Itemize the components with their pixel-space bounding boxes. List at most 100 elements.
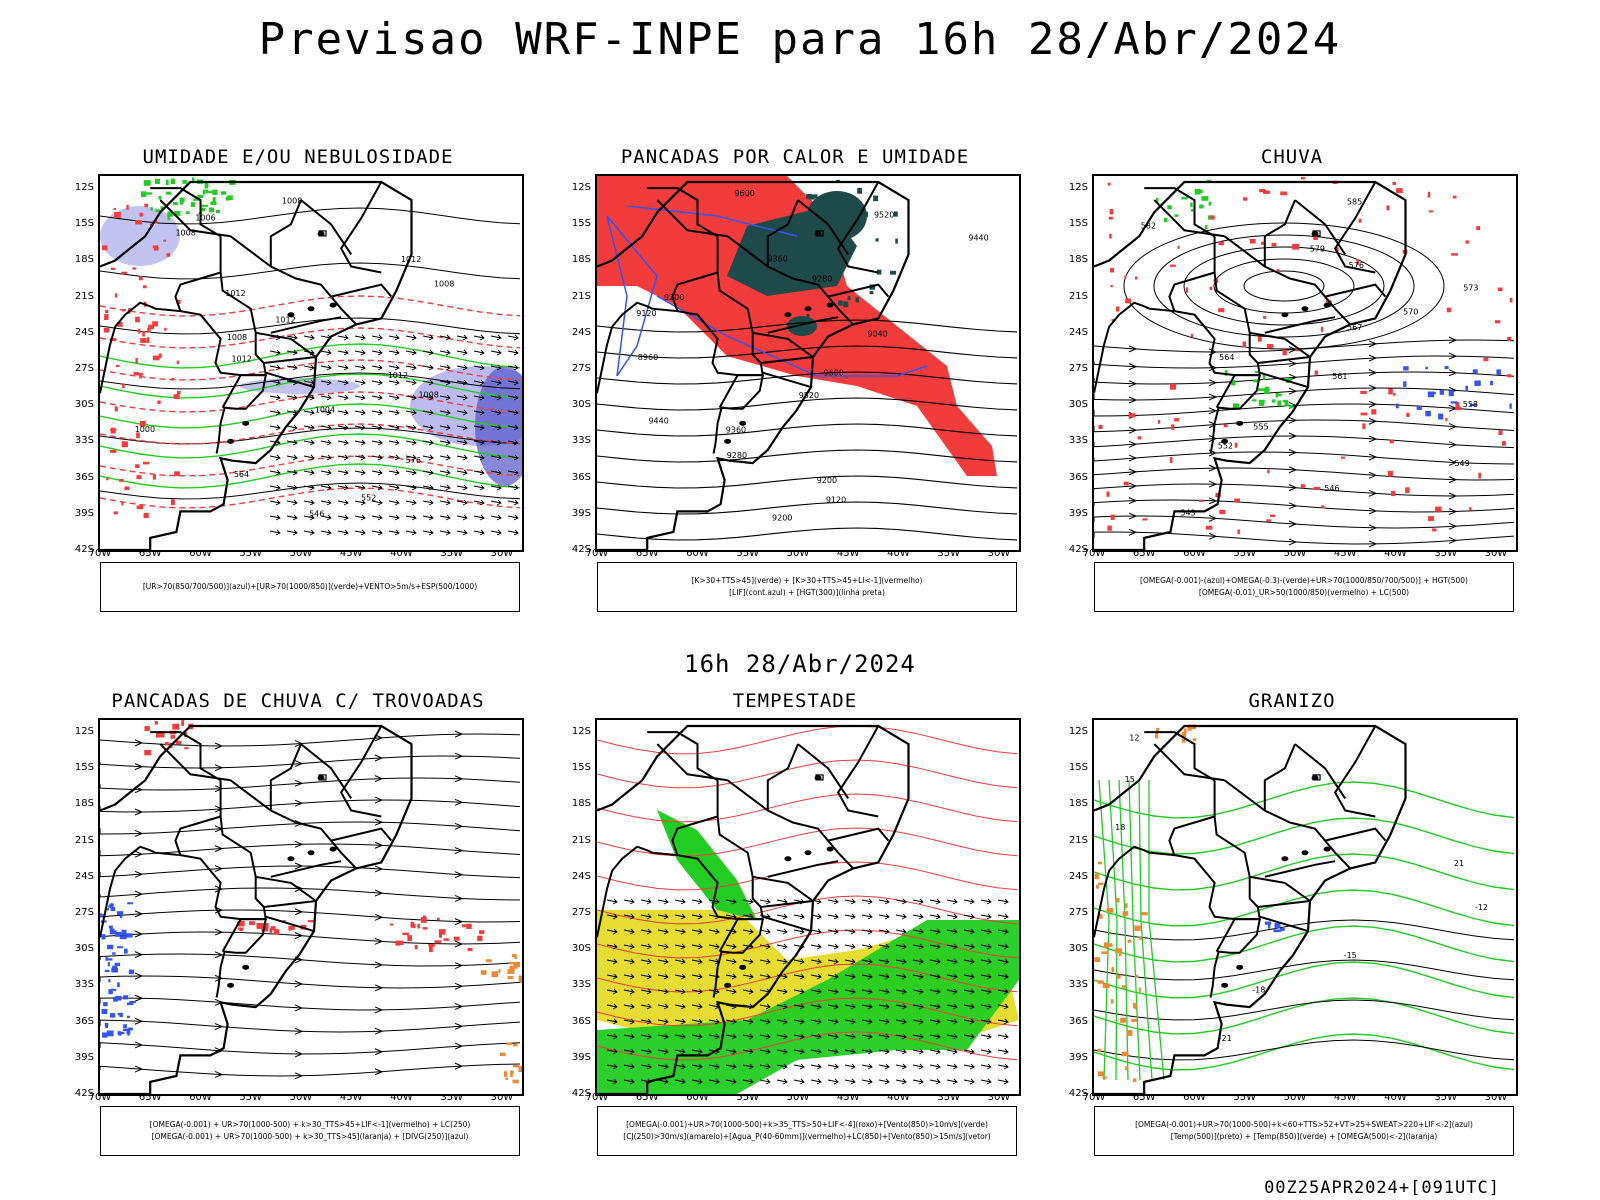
wind-vector — [456, 454, 468, 461]
rain-cell-blue — [1425, 366, 1428, 370]
thunderstorm-cell — [170, 735, 175, 739]
wind-vector — [793, 1078, 805, 1085]
divergence-cell — [105, 958, 113, 961]
wind-vector — [810, 958, 822, 965]
wind-vector — [691, 913, 703, 920]
state-border — [827, 827, 890, 842]
rain-cell — [1387, 470, 1393, 477]
divergence-cell — [109, 1013, 116, 1018]
wind-vector — [759, 898, 771, 905]
wind-vector — [878, 1018, 890, 1025]
isobar — [100, 207, 521, 225]
wind-vector — [456, 379, 468, 386]
rain-cell-green — [1194, 188, 1201, 195]
lon-tick-label: 50W — [1283, 1092, 1307, 1103]
divergence-cell — [111, 967, 119, 973]
lake-marker — [739, 420, 747, 426]
contour-label: 570 — [1403, 308, 1418, 317]
thunderstorm-cell — [238, 920, 245, 927]
stream-arrow — [1208, 407, 1218, 415]
stream-arrow — [134, 739, 144, 747]
stream-arrow — [1208, 532, 1218, 540]
wind-vector — [929, 1078, 941, 1085]
lon-tick-label: 55W — [239, 548, 263, 559]
moisture-cell — [152, 245, 159, 248]
contour-label: 8960 — [638, 353, 658, 362]
stream-arrow — [1368, 417, 1378, 425]
moisture-cell — [215, 209, 220, 214]
rain-cell-blue — [1438, 413, 1444, 420]
wind-vector — [708, 1018, 720, 1025]
wind-vector — [303, 499, 315, 506]
rain-cell — [1295, 347, 1301, 352]
omega-cell — [1132, 1002, 1136, 1009]
wind-vector — [422, 394, 434, 401]
wind-vector — [286, 469, 298, 476]
lat-tick-label: 21S — [1068, 290, 1088, 302]
rain-cell — [1446, 307, 1452, 313]
state-border — [270, 316, 342, 334]
wind-vector — [776, 1003, 788, 1010]
state-border — [762, 371, 812, 389]
rain-cell — [1501, 441, 1506, 446]
stream-arrow — [454, 940, 464, 948]
rain-cell — [1300, 484, 1306, 488]
wind-vector — [286, 439, 298, 446]
thunderstorm-cell — [159, 732, 165, 738]
moisture-cell — [138, 276, 143, 281]
state-border — [718, 918, 763, 953]
lat-tick-label: 12S — [74, 726, 94, 738]
streamline — [1094, 483, 1515, 497]
wind-vector — [691, 973, 703, 980]
wind-vector — [793, 1048, 805, 1055]
wind-vector — [657, 1003, 669, 1010]
stream-arrow — [1288, 520, 1298, 528]
wind-vector — [507, 529, 519, 536]
wind-vector — [405, 469, 417, 476]
convective-cell — [857, 187, 862, 194]
wind-vector — [640, 958, 652, 965]
wind-vector — [980, 913, 992, 920]
wind-vector — [507, 364, 519, 371]
wind-vector — [269, 514, 281, 521]
moisture-cell — [122, 308, 126, 312]
wind-vector — [793, 958, 805, 965]
legend-line: [CJ(250)>30m/s](amarelo)+[Agua_P(40-60mm… — [623, 1132, 991, 1141]
lat-tick-label: 36S — [571, 1015, 591, 1027]
wind-vector — [606, 1003, 618, 1010]
wind-vector — [606, 958, 618, 965]
lon-tick-label: 40W — [390, 548, 413, 559]
stream-arrow — [214, 1071, 224, 1078]
omega-cell — [1155, 727, 1160, 731]
wind-vector — [507, 334, 519, 341]
moisture-cell — [170, 178, 176, 184]
rain-cell-blue — [1427, 391, 1435, 398]
state-border — [1324, 283, 1387, 298]
wind-vector — [997, 913, 1009, 920]
rain-cell — [1242, 341, 1246, 348]
wind-vector — [303, 439, 315, 446]
capital-marker — [318, 230, 327, 237]
divergence-cell — [128, 1027, 133, 1031]
moisture-cell — [119, 478, 124, 482]
lat-tick-label: 15S — [1068, 218, 1088, 230]
wind-vector — [405, 409, 417, 416]
wind-vector — [439, 349, 451, 356]
panel-title: GRANIZO — [1248, 690, 1336, 712]
stream-arrow — [374, 937, 384, 945]
rain-cell — [1498, 430, 1503, 436]
rain-cell-blue — [1472, 369, 1478, 374]
wind-vector — [861, 913, 873, 920]
contour-label: -18 — [1252, 985, 1265, 994]
contour-label: 552 — [361, 494, 376, 503]
stream-arrow — [1448, 537, 1458, 544]
wind-vector — [320, 469, 332, 476]
state-border — [269, 199, 302, 267]
rain-cell — [1267, 469, 1270, 474]
contour-label: 1012 — [401, 255, 421, 264]
wind-vector — [912, 1063, 924, 1070]
lon-tick-label: 65W — [138, 1092, 162, 1103]
convective-cell — [806, 222, 811, 228]
wind-vector — [320, 424, 332, 431]
convective-cell — [805, 230, 811, 234]
